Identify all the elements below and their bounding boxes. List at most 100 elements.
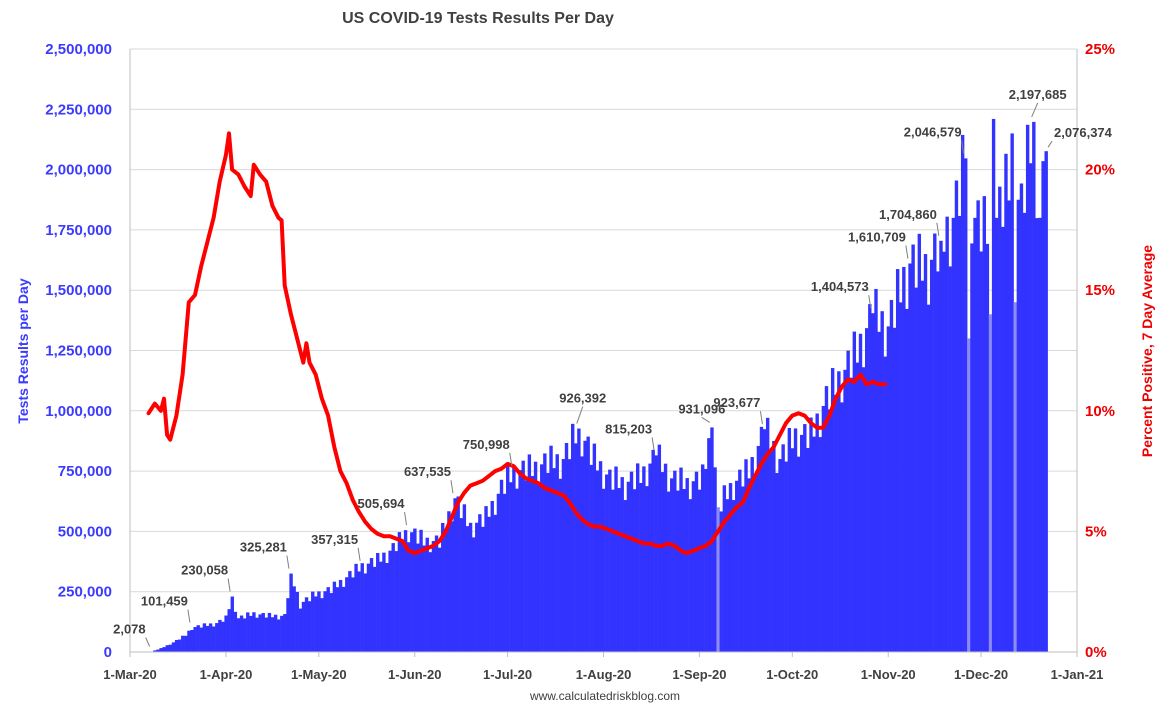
test-bar bbox=[663, 463, 668, 652]
test-bar bbox=[202, 623, 207, 652]
test-bar bbox=[784, 461, 788, 652]
test-bar bbox=[462, 504, 467, 652]
right-tick-label: 15% bbox=[1085, 282, 1115, 299]
test-bar bbox=[533, 461, 538, 652]
annotation-leader bbox=[187, 609, 191, 623]
x-tick-label: 1-Dec-20 bbox=[954, 667, 1008, 682]
test-bar bbox=[967, 338, 971, 652]
left-tick-label: 2,500,000 bbox=[45, 41, 112, 58]
test-bar bbox=[688, 499, 693, 652]
test-bar bbox=[555, 454, 559, 652]
test-bar bbox=[911, 244, 915, 652]
test-bar bbox=[868, 304, 872, 652]
test-bar bbox=[382, 552, 386, 652]
annotation-leader bbox=[961, 140, 965, 154]
annotation-label: 2,197,685 bbox=[1009, 87, 1067, 102]
test-bar bbox=[242, 618, 247, 652]
test-bar bbox=[899, 302, 903, 652]
test-bar bbox=[1035, 218, 1039, 653]
test-bar bbox=[261, 612, 265, 652]
annotation-leader bbox=[227, 578, 231, 592]
test-bar bbox=[403, 530, 408, 652]
test-bar bbox=[1038, 217, 1042, 652]
test-bar bbox=[487, 516, 491, 652]
positivity-line-group bbox=[146, 131, 888, 556]
test-bar bbox=[666, 491, 671, 652]
test-bar bbox=[292, 586, 296, 652]
test-bar bbox=[843, 369, 847, 652]
test-bar bbox=[295, 591, 299, 652]
test-bar bbox=[363, 573, 368, 652]
test-bar bbox=[177, 639, 182, 652]
test-bar bbox=[376, 553, 380, 652]
test-bar bbox=[738, 469, 742, 652]
annotation-leader bbox=[905, 245, 909, 259]
test-bar bbox=[193, 627, 197, 652]
test-bar bbox=[821, 405, 826, 652]
test-bar bbox=[168, 644, 173, 652]
test-bar bbox=[855, 362, 860, 652]
test-bar bbox=[694, 471, 699, 652]
test-bar bbox=[277, 619, 281, 652]
test-bar bbox=[453, 498, 457, 652]
annotation-leader bbox=[936, 222, 940, 236]
test-bar bbox=[236, 618, 241, 652]
test-bar bbox=[973, 217, 977, 652]
test-bar bbox=[691, 481, 696, 652]
test-bar bbox=[444, 529, 448, 652]
test-bar bbox=[502, 493, 507, 652]
test-bar bbox=[753, 474, 757, 652]
right-tick-label: 10% bbox=[1085, 403, 1115, 420]
test-bar bbox=[524, 480, 528, 652]
test-bar bbox=[728, 483, 733, 652]
test-bar bbox=[679, 467, 683, 652]
test-bar bbox=[697, 489, 702, 652]
test-bar bbox=[156, 649, 160, 652]
test-bar bbox=[233, 611, 238, 652]
left-tick-label: 1,750,000 bbox=[45, 222, 112, 239]
test-bar bbox=[567, 459, 572, 652]
x-tick-label: 1-Oct-20 bbox=[766, 667, 818, 682]
test-bar bbox=[719, 511, 723, 652]
test-bar bbox=[824, 386, 829, 652]
test-bar bbox=[979, 251, 983, 652]
test-bar bbox=[759, 426, 764, 652]
test-bar bbox=[413, 528, 417, 652]
right-axis-label: Percent Positive, 7 Day Average bbox=[1139, 245, 1155, 457]
test-bar bbox=[509, 482, 513, 652]
annotation-label: 325,281 bbox=[240, 540, 287, 555]
test-bar bbox=[905, 308, 909, 652]
test-bar bbox=[704, 468, 708, 652]
test-bar bbox=[345, 577, 349, 652]
test-bar bbox=[153, 650, 157, 652]
annotation-label: 1,610,709 bbox=[848, 229, 906, 244]
test-bar bbox=[617, 488, 621, 652]
test-bar bbox=[629, 471, 634, 652]
test-bar bbox=[450, 521, 454, 652]
test-bar bbox=[830, 368, 835, 652]
test-bar bbox=[960, 134, 965, 653]
test-bar bbox=[249, 615, 253, 652]
annotation-leader bbox=[509, 452, 513, 466]
left-tick-label: 1,000,000 bbox=[45, 403, 112, 420]
annotation-label: 505,694 bbox=[358, 496, 406, 511]
test-bar bbox=[673, 470, 677, 652]
annotation-label: 2,076,374 bbox=[1054, 125, 1113, 140]
test-bar bbox=[493, 514, 498, 652]
right-tick-label: 20% bbox=[1085, 162, 1115, 179]
test-bar bbox=[778, 459, 782, 652]
test-bar bbox=[301, 601, 306, 652]
x-tick-label: 1-Nov-20 bbox=[861, 667, 916, 682]
test-bar bbox=[945, 216, 949, 652]
test-bar bbox=[642, 466, 646, 652]
annotation-label: 2,078 bbox=[113, 621, 146, 636]
test-bar bbox=[280, 615, 284, 652]
test-bar bbox=[775, 472, 779, 652]
test-bar bbox=[750, 457, 754, 652]
x-tick-label: 1-Sep-20 bbox=[672, 667, 726, 682]
test-bar bbox=[372, 566, 377, 652]
test-bar bbox=[598, 461, 603, 652]
test-bar bbox=[481, 526, 485, 652]
test-bar bbox=[515, 488, 519, 652]
test-bar bbox=[165, 645, 169, 652]
